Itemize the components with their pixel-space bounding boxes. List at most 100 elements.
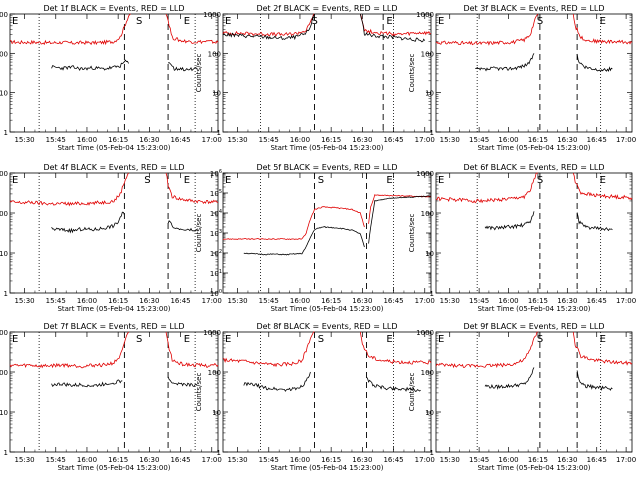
marker-label-e: E	[12, 175, 18, 186]
y-tick-label: 106	[210, 169, 222, 178]
marker-label-s: S	[136, 334, 142, 345]
x-tick-label: 17:00	[202, 297, 222, 305]
lld-series-line	[9, 331, 129, 369]
plot-frame	[9, 172, 219, 294]
x-axis-label: Start Time (05-Feb-04 15:23:00)	[477, 144, 590, 152]
y-tick-label: 1000	[203, 329, 221, 337]
events-series-line	[368, 195, 432, 244]
y-axis-label: Counts/sec	[195, 214, 203, 253]
y-axis-label: Counts/sec	[408, 214, 416, 253]
lld-series-line	[572, 172, 633, 201]
y-tick-label: 1	[430, 129, 434, 137]
x-tick-label: 17:00	[415, 297, 435, 305]
marker-label-e: E	[225, 175, 231, 186]
panel-9: Det 9f BLACK = Events, RED = LLD 1 10 100 10…	[408, 322, 636, 472]
x-axis-label: Start Time (05-Feb-04 15:23:00)	[270, 305, 383, 313]
y-tick-label: 100	[0, 50, 8, 58]
marker-label-s: S	[537, 16, 543, 27]
x-tick-label: 16:15	[321, 136, 341, 144]
y-tick-label: 100	[421, 210, 434, 218]
x-tick-label: 15:45	[469, 297, 489, 305]
events-series-line	[366, 376, 421, 392]
y-tick-label: 100	[208, 50, 221, 58]
y-tick-label: 1	[4, 449, 8, 457]
x-tick-label: 17:00	[616, 456, 636, 464]
panel-3: Det 3f BLACK = Events, RED = LLD 1 10 100 10…	[408, 4, 636, 152]
x-tick-label: 16:30	[139, 297, 159, 305]
x-tick-label: 16:00	[290, 297, 310, 305]
marker-label-e: E	[184, 175, 190, 186]
events-series-line	[51, 379, 123, 388]
panel-title: Det 3f BLACK = Events, RED = LLD	[463, 4, 604, 13]
events-series-line	[167, 62, 198, 72]
x-tick-label: 17:00	[415, 136, 435, 144]
plot-frame	[435, 172, 633, 294]
x-tick-label: 16:15	[108, 136, 128, 144]
marker-label-s: S	[136, 16, 142, 27]
x-tick-label: 15:30	[440, 456, 460, 464]
panel-8: Det 8f BLACK = Events, RED = LLD 1 10 100 10…	[195, 322, 435, 472]
y-tick-label: 101	[210, 269, 222, 278]
panel-title: Det 2f BLACK = Events, RED = LLD	[256, 4, 397, 13]
x-tick-label: 16:30	[139, 136, 159, 144]
panel-2: Det 2f BLACK = Events, RED = LLD 1 10 100 10…	[195, 4, 435, 152]
x-tick-label: 15:30	[14, 136, 34, 144]
x-axis-label: Start Time (05-Feb-04 15:23:00)	[57, 305, 170, 313]
y-tick-label: 104	[210, 209, 222, 218]
x-tick-label: 16:00	[77, 456, 97, 464]
marker-label-s: S	[537, 334, 543, 345]
x-tick-label: 15:30	[227, 136, 247, 144]
x-tick-label: 16:15	[528, 297, 548, 305]
lld-series-line	[222, 206, 365, 240]
y-axis-label: Counts/sec	[195, 54, 203, 93]
y-axis-label: Counts/sec	[408, 54, 416, 93]
y-tick-label: 1	[430, 290, 434, 298]
x-tick-label: 16:30	[557, 136, 577, 144]
x-tick-label: 15:30	[440, 136, 460, 144]
lld-series-line	[572, 331, 633, 366]
marker-label-s: S	[537, 175, 543, 186]
marker-label-e: E	[438, 175, 444, 186]
x-tick-label: 15:30	[14, 297, 34, 305]
x-tick-label: 16:45	[587, 297, 607, 305]
lld-series-line	[9, 172, 129, 207]
x-tick-label: 15:30	[227, 456, 247, 464]
x-tick-label: 16:15	[321, 297, 341, 305]
marker-label-s: S	[318, 334, 324, 345]
events-series-line	[243, 226, 365, 256]
y-tick-label: 1000	[0, 11, 8, 19]
x-tick-label: 16:45	[170, 456, 190, 464]
x-tick-label: 16:00	[77, 136, 97, 144]
events-series-line	[576, 53, 613, 73]
panel-1: Det 1f BLACK = Events, RED = LLD 1 10 100 10…	[0, 4, 222, 152]
x-tick-label: 15:45	[46, 297, 66, 305]
events-series-line	[475, 53, 535, 72]
events-series-line	[222, 13, 315, 41]
marker-label-e: E	[184, 334, 190, 345]
x-tick-label: 17:00	[415, 456, 435, 464]
x-tick-label: 16:45	[383, 456, 403, 464]
x-axis-label: Start Time (05-Feb-04 15:23:00)	[270, 144, 383, 152]
lld-series-line	[165, 172, 219, 205]
panel-title: Det 8f BLACK = Events, RED = LLD	[256, 322, 397, 331]
x-tick-label: 16:45	[587, 136, 607, 144]
y-tick-label: 1000	[416, 329, 434, 337]
y-tick-label: 1	[217, 449, 221, 457]
y-tick-label: 100	[0, 210, 8, 218]
x-tick-label: 17:00	[202, 456, 222, 464]
y-tick-label: 10	[425, 90, 434, 98]
x-tick-label: 16:15	[108, 297, 128, 305]
y-tick-label: 1000	[0, 329, 8, 337]
panel-title: Det 5f BLACK = Events, RED = LLD	[256, 163, 397, 172]
events-series-line	[576, 212, 613, 232]
x-tick-label: 16:45	[587, 456, 607, 464]
marker-label-s: S	[318, 175, 324, 186]
y-axis-label: Counts/sec	[408, 373, 416, 412]
x-tick-label: 16:30	[557, 456, 577, 464]
marker-label-e: E	[600, 334, 606, 345]
x-tick-label: 15:45	[259, 297, 279, 305]
y-tick-label: 10	[212, 90, 221, 98]
x-tick-label: 16:15	[108, 456, 128, 464]
y-tick-label: 100	[208, 369, 221, 377]
